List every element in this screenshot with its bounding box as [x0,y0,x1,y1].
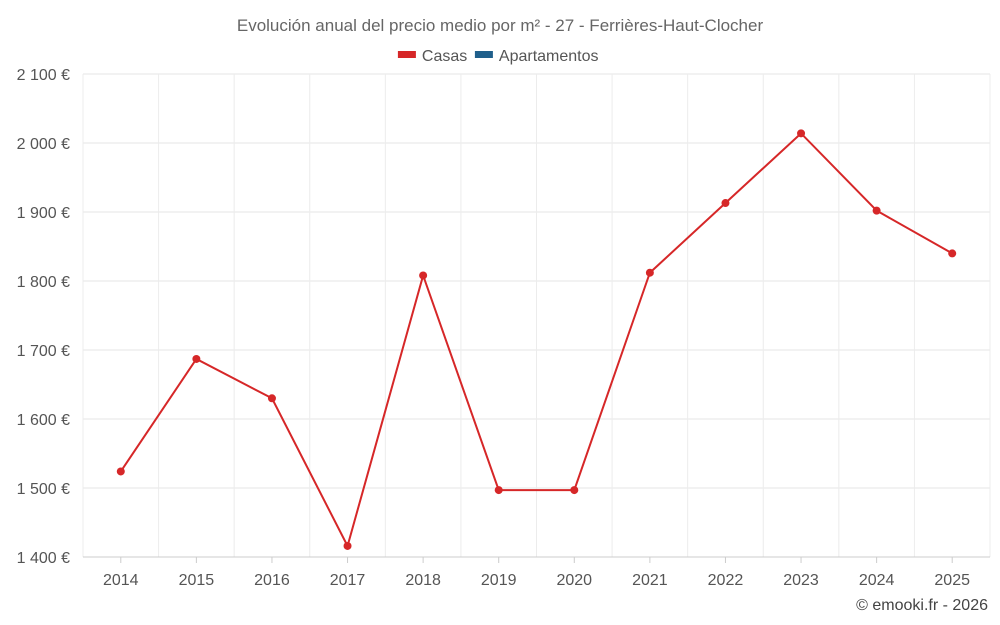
x-tick-label: 2018 [405,572,441,589]
grid [82,73,991,558]
data-point[interactable] [645,268,654,277]
legend-label-apartamentos[interactable]: Apartamentos [499,48,599,65]
x-axis: 2014 2015 2016 2017 2018 2019 2020 2021 2022 2023… [83,556,990,589]
credit-text: © emooki.fr - 2026 [856,597,988,614]
x-tick-label: 2020 [556,572,592,589]
y-tick-label: 2 100 € [17,67,70,84]
y-tick-label: 1 700 € [17,343,70,360]
data-point[interactable] [192,354,201,363]
y-tick-label: 2 000 € [17,136,70,153]
data-point[interactable] [797,129,806,138]
x-tick-label: 2014 [103,572,139,589]
x-tick-label: 2017 [330,572,366,589]
x-tick-label: 2023 [783,572,819,589]
data-point[interactable] [721,199,730,208]
data-point[interactable] [419,271,428,280]
data-point[interactable] [343,541,352,550]
y-axis: 1 400 € 1 500 € 1 600 € 1 700 € 1 800 € 1 900… [17,67,70,567]
legend-swatch-casas[interactable] [397,51,416,58]
x-tick-label: 2015 [179,572,215,589]
series-line-casas [119,131,953,549]
x-tick-label: 2021 [632,572,668,589]
data-point[interactable] [570,486,579,495]
series-layer [116,129,957,550]
data-point[interactable] [267,394,276,403]
y-tick-label: 1 500 € [17,481,70,498]
data-point[interactable] [494,486,503,495]
data-point[interactable] [948,249,957,258]
x-tick-label: 2024 [859,572,895,589]
x-tick-label: 2025 [934,572,970,589]
legend: Casas Apartamentos [397,48,599,65]
y-tick-label: 1 800 € [17,274,70,291]
chart-title: Evolución anual del precio medio por m² … [237,16,764,35]
x-tick-label: 2019 [481,572,517,589]
data-point[interactable] [872,206,881,215]
y-tick-label: 1 400 € [17,550,70,567]
y-tick-label: 1 900 € [17,205,70,222]
data-point[interactable] [116,467,125,476]
x-tick-label: 2016 [254,572,290,589]
legend-swatch-apartamentos[interactable] [474,51,493,58]
x-tick-label: 2022 [708,572,744,589]
y-tick-label: 1 600 € [17,412,70,429]
legend-label-casas[interactable]: Casas [422,48,467,65]
